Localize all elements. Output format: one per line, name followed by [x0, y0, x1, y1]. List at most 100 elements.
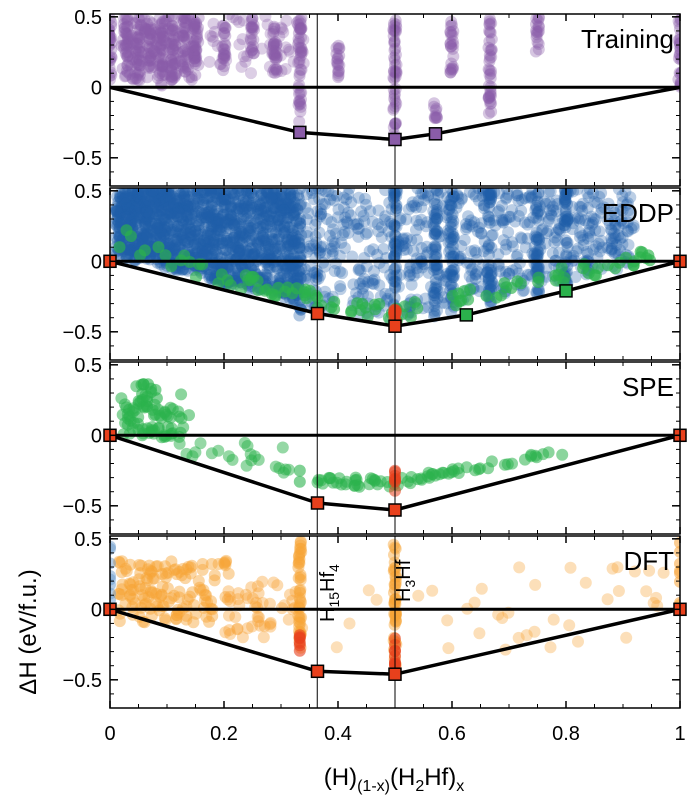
scatter-point: [485, 229, 498, 242]
scatter-point: [617, 217, 630, 230]
scatter-point: [130, 203, 143, 216]
scatter-point: [333, 59, 346, 72]
scatter-point: [110, 54, 116, 67]
scatter-point: [156, 34, 169, 47]
scatter-point: [202, 191, 215, 204]
scatter-point: [219, 559, 232, 572]
scatter-point: [357, 280, 370, 293]
scatter-point: [431, 198, 443, 211]
scatter-point: [294, 45, 307, 57]
scatter-point: [388, 270, 400, 283]
scatter-point: [332, 71, 345, 84]
scatter-point: [278, 202, 291, 215]
scatter-point: [263, 239, 276, 252]
scatter-point: [243, 234, 256, 247]
scatter-point: [309, 218, 322, 231]
scatter-point: [158, 406, 171, 419]
scatter-point: [164, 196, 177, 209]
scatter-point: [188, 49, 201, 62]
scatter-point: [547, 613, 560, 626]
scatter-point: [274, 210, 287, 223]
scatter-point: [448, 190, 460, 203]
scatter-point: [475, 217, 488, 230]
scatter-point: [272, 233, 285, 246]
scatter-point: [674, 67, 680, 80]
scatter-point: [175, 412, 188, 425]
hull-marker: [388, 503, 402, 517]
scatter-point: [441, 614, 454, 627]
scatter-point: [143, 42, 156, 55]
scatter-point: [168, 68, 181, 81]
scatter-point: [484, 67, 497, 80]
scatter-point: [170, 67, 182, 80]
scatter-point: [428, 250, 441, 263]
scatter-point: [293, 265, 306, 278]
scatter-point: [159, 249, 172, 262]
scatter-point: [549, 274, 562, 287]
scatter-point: [447, 231, 460, 243]
scatter-point: [138, 190, 151, 203]
scatter-point: [130, 54, 143, 67]
scatter-point: [448, 190, 460, 203]
scatter-point: [226, 217, 239, 230]
scatter-point: [243, 226, 256, 239]
scatter-point: [411, 266, 424, 279]
scatter-point: [210, 216, 223, 229]
scatter-point: [126, 207, 139, 220]
scatter-point: [210, 222, 223, 235]
scatter-point: [268, 20, 281, 33]
scatter-point: [219, 234, 232, 247]
scatter-point: [284, 588, 296, 601]
scatter-point: [230, 218, 243, 231]
scatter-point: [189, 446, 202, 459]
scatter-point: [117, 199, 130, 212]
scatter-point: [266, 226, 279, 239]
scatter-point: [132, 31, 145, 44]
scatter-point: [425, 280, 437, 293]
scatter-point: [177, 14, 190, 24]
scatter-point: [234, 216, 247, 229]
scatter-point: [213, 213, 226, 226]
scatter-point: [129, 44, 142, 57]
scatter-point: [342, 206, 355, 219]
scatter-point: [143, 188, 156, 195]
scatter-point: [188, 229, 201, 242]
scatter-point: [257, 631, 270, 644]
scatter-point: [367, 243, 380, 256]
scatter-point: [285, 190, 298, 203]
scatter-point: [385, 230, 398, 243]
scatter-point: [390, 235, 403, 248]
scatter-point: [505, 282, 518, 294]
scatter-point: [387, 188, 400, 197]
scatter-point: [478, 199, 491, 212]
scatter-point: [132, 31, 145, 44]
scatter-point: [114, 192, 127, 205]
scatter-point: [465, 273, 478, 286]
scatter-point: [116, 193, 129, 206]
scatter-point: [279, 202, 292, 215]
scatter-point: [177, 61, 190, 74]
scatter-point: [110, 204, 123, 217]
scatter-point: [245, 222, 258, 234]
scatter-point: [389, 615, 402, 628]
plot-area: [110, 536, 680, 708]
scatter-point: [168, 198, 181, 211]
scatter-point: [496, 612, 509, 624]
scatter-point: [135, 226, 148, 239]
scatter-point: [410, 233, 423, 246]
scatter-point: [292, 223, 305, 236]
scatter-point: [223, 222, 236, 235]
scatter-point: [430, 281, 443, 294]
scatter-point: [429, 188, 442, 195]
scatter-point: [444, 232, 457, 245]
scatter-point: [538, 195, 551, 208]
scatter-point: [211, 215, 224, 228]
scatter-point: [244, 228, 257, 241]
scatter-point: [126, 36, 139, 49]
scatter-point: [621, 224, 634, 237]
scatter-point: [126, 200, 139, 213]
scatter-point: [165, 71, 178, 84]
scatter-point: [332, 57, 344, 70]
scatter-point: [271, 210, 284, 223]
scatter-point: [275, 65, 288, 77]
